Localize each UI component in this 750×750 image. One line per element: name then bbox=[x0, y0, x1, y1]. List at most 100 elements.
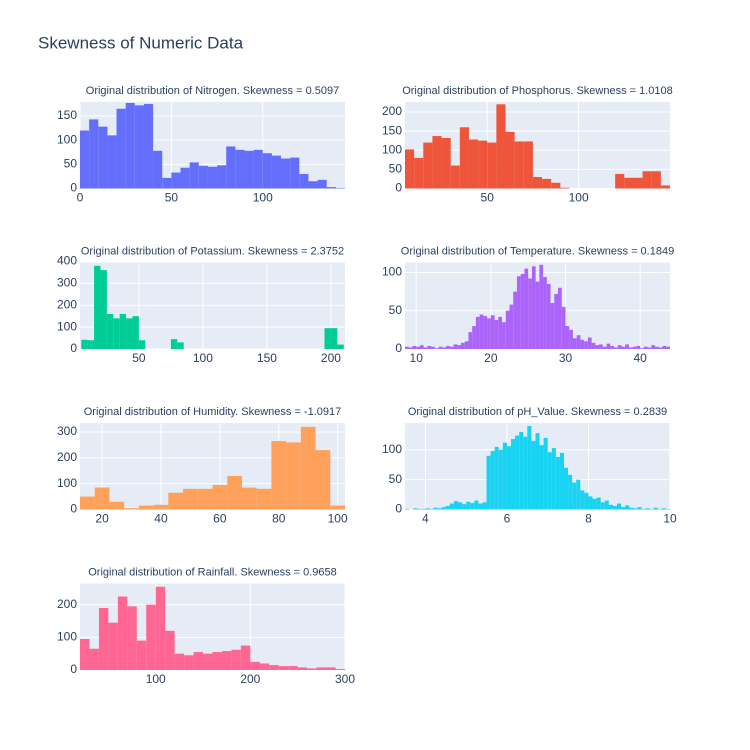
bar bbox=[132, 316, 139, 349]
bar bbox=[446, 345, 450, 349]
bar bbox=[317, 179, 327, 189]
bar bbox=[170, 339, 178, 349]
bar bbox=[231, 649, 241, 670]
bar bbox=[612, 505, 617, 510]
bar bbox=[241, 487, 257, 510]
bar bbox=[584, 341, 588, 349]
subplot-title: Original distribution of Temperature. Sk… bbox=[401, 245, 674, 257]
x-tick-label: 100 bbox=[193, 351, 213, 365]
bar bbox=[240, 645, 251, 670]
bar bbox=[478, 140, 488, 189]
bar bbox=[602, 346, 607, 349]
bar bbox=[539, 445, 544, 510]
bar bbox=[643, 346, 648, 349]
x-tick-label: 50 bbox=[481, 191, 495, 205]
bar bbox=[87, 340, 95, 349]
bar bbox=[212, 652, 222, 670]
bar bbox=[193, 652, 204, 670]
bar bbox=[405, 149, 415, 189]
bar bbox=[431, 346, 435, 349]
y-tick-label: 150 bbox=[57, 108, 77, 122]
bar bbox=[107, 135, 117, 189]
bar bbox=[628, 347, 633, 349]
bar bbox=[560, 187, 570, 189]
bar bbox=[423, 142, 433, 189]
subplot-title: Original distribution of Humidity. Skewn… bbox=[84, 406, 342, 418]
bar bbox=[505, 131, 515, 189]
bar bbox=[155, 586, 166, 670]
bar bbox=[290, 157, 300, 189]
x-tick-label: 200 bbox=[240, 672, 260, 686]
x-tick-label: 100 bbox=[328, 512, 348, 526]
y-tick-label: 100 bbox=[382, 265, 402, 279]
bar bbox=[632, 346, 637, 349]
bar bbox=[425, 508, 430, 510]
x-tick-label: 6 bbox=[504, 512, 511, 526]
bar bbox=[621, 507, 626, 510]
bar bbox=[621, 346, 626, 349]
x-tick-label: 20 bbox=[95, 512, 109, 526]
bar bbox=[547, 452, 552, 510]
bar bbox=[109, 501, 125, 510]
y-tick-label: 0 bbox=[395, 181, 402, 195]
bar bbox=[653, 507, 658, 510]
bar bbox=[414, 157, 424, 189]
bar bbox=[523, 436, 528, 510]
y-tick-label: 100 bbox=[382, 142, 402, 156]
bar bbox=[286, 442, 301, 510]
bar bbox=[278, 666, 289, 670]
bar bbox=[535, 433, 540, 510]
bar bbox=[408, 347, 413, 349]
bar bbox=[437, 508, 442, 510]
bar bbox=[80, 130, 90, 189]
bar bbox=[617, 345, 622, 349]
bar bbox=[532, 177, 543, 189]
bar bbox=[427, 345, 432, 349]
bar bbox=[198, 165, 208, 189]
bar bbox=[511, 439, 516, 510]
bar bbox=[405, 346, 409, 349]
bar bbox=[531, 440, 536, 510]
bar bbox=[212, 484, 228, 510]
bar bbox=[470, 502, 475, 510]
bar bbox=[576, 335, 581, 349]
bar bbox=[641, 508, 646, 510]
bar bbox=[256, 488, 272, 510]
x-tick-label: 40 bbox=[154, 512, 168, 526]
bar bbox=[165, 630, 175, 670]
bar bbox=[227, 475, 242, 510]
bar bbox=[138, 340, 146, 349]
x-tick-label: 4 bbox=[422, 512, 429, 526]
x-tick-label: 100 bbox=[569, 191, 589, 205]
y-tick-label: 50 bbox=[389, 162, 403, 176]
bar bbox=[657, 508, 662, 510]
bar bbox=[550, 303, 555, 349]
bar bbox=[568, 474, 573, 510]
bar bbox=[555, 457, 560, 510]
bar bbox=[637, 507, 642, 510]
bar bbox=[262, 153, 272, 189]
bar bbox=[572, 482, 577, 510]
bar bbox=[335, 669, 345, 670]
bar bbox=[498, 449, 503, 510]
bar bbox=[217, 165, 227, 189]
bar bbox=[482, 502, 487, 510]
bar bbox=[572, 338, 577, 349]
bar bbox=[315, 450, 331, 510]
bar bbox=[483, 316, 488, 349]
subplot-title: Original distribution of Potassium. Skew… bbox=[81, 245, 344, 257]
y-tick-label: 100 bbox=[57, 132, 77, 146]
y-tick-label: 400 bbox=[57, 254, 77, 268]
bar bbox=[449, 346, 454, 349]
bar bbox=[490, 315, 495, 349]
y-tick-label: 200 bbox=[57, 450, 77, 464]
y-tick-label: 50 bbox=[64, 157, 78, 171]
bar bbox=[592, 498, 597, 510]
bar bbox=[299, 174, 309, 189]
bar bbox=[636, 345, 641, 349]
bar bbox=[629, 507, 634, 510]
bar bbox=[606, 343, 611, 349]
x-tick-label: 0 bbox=[77, 191, 84, 205]
bar bbox=[478, 503, 483, 510]
y-tick-label: 0 bbox=[70, 181, 77, 195]
